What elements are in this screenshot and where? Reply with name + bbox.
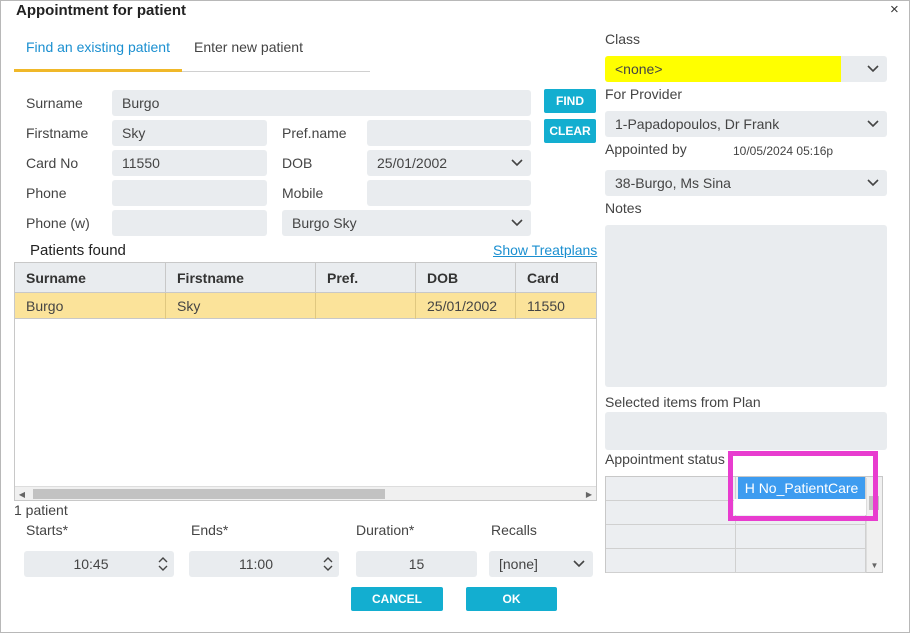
surname-label: Surname bbox=[26, 95, 83, 111]
patient-select-value: Burgo Sky bbox=[292, 215, 357, 231]
patients-table: Surname Firstname Pref. DOB Card Burgo S… bbox=[14, 262, 597, 501]
ends-time-input[interactable]: 11:00 bbox=[189, 551, 339, 577]
show-treatplans-link[interactable]: Show Treatplans bbox=[493, 242, 598, 258]
clear-button[interactable]: CLEAR bbox=[544, 119, 596, 143]
tab-enter-new-patient[interactable]: Enter new patient bbox=[194, 39, 303, 55]
ends-value: 11:00 bbox=[239, 556, 273, 572]
cell-pref bbox=[316, 293, 416, 319]
dob-label: DOB bbox=[282, 155, 313, 171]
appointed-by-select[interactable]: 38-Burgo, Ms Sina bbox=[605, 170, 887, 196]
starts-time-input[interactable]: 10:45 bbox=[24, 551, 174, 577]
provider-select[interactable]: 1-Papadopoulos, Dr Frank bbox=[605, 111, 887, 137]
chevron-down-icon bbox=[867, 111, 879, 137]
scrollbar-thumb[interactable] bbox=[33, 489, 385, 499]
tag-backing bbox=[734, 499, 866, 515]
class-select[interactable]: <none> bbox=[605, 56, 887, 82]
prefname-input[interactable] bbox=[367, 120, 531, 146]
status-tag-no-patientcare[interactable]: H No_PatientCare bbox=[738, 477, 865, 499]
close-icon[interactable]: × bbox=[890, 1, 899, 18]
starts-value: 10:45 bbox=[73, 556, 109, 572]
chevron-down-icon bbox=[867, 56, 879, 82]
mobile-label: Mobile bbox=[282, 185, 324, 201]
selected-items-label: Selected items from Plan bbox=[605, 394, 761, 410]
duration-label: Duration* bbox=[356, 522, 415, 538]
window-title: Appointment for patient bbox=[16, 2, 186, 19]
notes-textarea[interactable] bbox=[605, 225, 887, 387]
column-header-surname[interactable]: Surname bbox=[15, 263, 166, 293]
recalls-label: Recalls bbox=[491, 522, 537, 538]
dob-value: 25/01/2002 bbox=[377, 155, 448, 171]
phone-work-input[interactable] bbox=[112, 210, 267, 236]
class-value: <none> bbox=[605, 56, 841, 82]
notes-label: Notes bbox=[605, 200, 642, 216]
patient-count: 1 patient bbox=[14, 502, 68, 518]
status-cell[interactable] bbox=[736, 549, 866, 573]
column-header-firstname[interactable]: Firstname bbox=[166, 263, 316, 293]
provider-label: For Provider bbox=[605, 86, 683, 102]
mobile-input[interactable] bbox=[367, 180, 531, 206]
firstname-label: Firstname bbox=[26, 125, 89, 141]
cell-card: 11550 bbox=[527, 298, 565, 314]
cardno-input[interactable]: 11550 bbox=[112, 150, 267, 176]
surname-input[interactable]: Burgo bbox=[112, 90, 531, 116]
phone-label: Phone bbox=[26, 185, 67, 201]
class-label: Class bbox=[605, 31, 641, 47]
scroll-left-icon[interactable]: ◀ bbox=[18, 489, 26, 499]
phone-input[interactable] bbox=[112, 180, 267, 206]
column-header-dob[interactable]: DOB bbox=[416, 263, 516, 293]
tab-find-existing-patient[interactable]: Find an existing patient bbox=[26, 39, 170, 55]
patient-select[interactable]: Burgo Sky bbox=[282, 210, 531, 236]
time-spinner-icon[interactable] bbox=[158, 551, 168, 577]
table-header: Surname Firstname Pref. DOB Card bbox=[15, 263, 596, 293]
chevron-down-icon bbox=[573, 551, 585, 577]
appointed-by-value: 38-Burgo, Ms Sina bbox=[615, 175, 731, 191]
cancel-button[interactable]: CANCEL bbox=[351, 587, 443, 611]
cell-firstname: Sky bbox=[166, 293, 316, 319]
column-header-card[interactable]: Card bbox=[527, 270, 559, 286]
duration-input[interactable]: 15 bbox=[356, 551, 477, 577]
tab-divider bbox=[182, 71, 370, 72]
selected-items-box[interactable] bbox=[605, 412, 887, 450]
status-cell[interactable] bbox=[736, 525, 866, 549]
horizontal-scrollbar[interactable]: ◀ ▶ bbox=[15, 486, 596, 500]
cardno-label: Card No bbox=[26, 155, 79, 171]
appointed-datetime: 10/05/2024 05:16p bbox=[733, 144, 834, 158]
cell-dob: 25/01/2002 bbox=[416, 293, 516, 319]
ends-label: Ends* bbox=[191, 522, 229, 538]
phone-work-label: Phone (w) bbox=[26, 215, 90, 231]
find-button[interactable]: FIND bbox=[544, 89, 596, 113]
prefname-label: Pref.name bbox=[282, 125, 347, 141]
appointment-status-label: Appointment status bbox=[605, 451, 725, 467]
recalls-value: [none] bbox=[499, 556, 538, 572]
ok-button[interactable]: OK bbox=[466, 587, 557, 611]
status-cell[interactable] bbox=[606, 525, 736, 549]
status-cell[interactable] bbox=[606, 549, 736, 573]
time-spinner-icon[interactable] bbox=[323, 551, 333, 577]
chevron-down-icon bbox=[511, 150, 523, 176]
status-cell[interactable] bbox=[606, 477, 736, 501]
highlight-box bbox=[728, 451, 878, 521]
column-header-pref[interactable]: Pref. bbox=[316, 263, 416, 293]
status-cell[interactable] bbox=[606, 501, 736, 525]
table-row[interactable]: Burgo Sky 25/01/2002 11550 bbox=[15, 293, 596, 319]
chevron-down-icon bbox=[867, 170, 879, 196]
scroll-down-icon[interactable]: ▼ bbox=[870, 561, 879, 570]
patients-found-title: Patients found bbox=[30, 242, 126, 259]
starts-label: Starts* bbox=[26, 522, 69, 538]
provider-value: 1-Papadopoulos, Dr Frank bbox=[615, 116, 780, 132]
cell-surname: Burgo bbox=[15, 293, 166, 319]
dob-select[interactable]: 25/01/2002 bbox=[367, 150, 531, 176]
chevron-down-icon bbox=[511, 210, 523, 236]
scroll-right-icon[interactable]: ▶ bbox=[585, 489, 593, 499]
active-tab-underline bbox=[14, 69, 182, 72]
appointed-by-label: Appointed by bbox=[605, 141, 687, 157]
firstname-input[interactable]: Sky bbox=[112, 120, 267, 146]
recalls-select[interactable]: [none] bbox=[489, 551, 593, 577]
